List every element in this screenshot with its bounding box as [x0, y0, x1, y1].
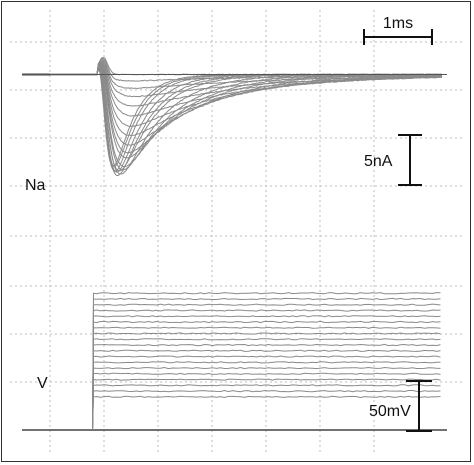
voltage-step-trace	[92, 326, 441, 431]
voltage-step-trace	[92, 297, 441, 431]
voltage-step-trace	[92, 355, 441, 431]
voltage-step-trace	[92, 378, 441, 431]
na-panel-label: Na	[25, 177, 46, 194]
voltage-step-trace	[92, 361, 441, 431]
voltage-step-trace	[92, 395, 441, 431]
voltage-step-trace	[92, 309, 441, 431]
voltage-step-traces	[22, 292, 447, 431]
time-scale-bar: 1ms	[363, 15, 433, 45]
voltage-step-trace	[92, 332, 441, 431]
voltage-step-trace	[92, 366, 441, 431]
recording-plot: 1ms 5nA 50mV Na V	[10, 10, 462, 454]
time-scale-label: 1ms	[383, 15, 413, 32]
voltage-step-trace	[92, 343, 441, 431]
voltage-step-trace	[92, 292, 441, 431]
voltage-step-trace	[92, 338, 441, 431]
voltage-step-trace	[92, 315, 441, 431]
current-scale-label: 5nA	[364, 153, 393, 170]
v-panel-label: V	[37, 375, 48, 392]
voltage-scale-bar: 50mV	[369, 380, 432, 432]
na-trace	[49, 63, 443, 136]
current-scale-bar: 5nA	[364, 134, 422, 186]
voltage-step-trace	[92, 303, 441, 431]
voltage-step-trace	[92, 384, 441, 431]
voltage-step-trace	[92, 320, 441, 431]
na-trace	[49, 64, 443, 159]
na-current-traces	[22, 56, 447, 177]
voltage-scale-label: 50mV	[369, 403, 411, 420]
na-trace	[49, 63, 443, 146]
voltage-step-trace	[92, 372, 441, 431]
voltage-step-trace	[92, 349, 441, 431]
voltage-step-trace	[92, 389, 441, 431]
na-trace	[49, 64, 443, 154]
na-trace	[49, 66, 443, 171]
